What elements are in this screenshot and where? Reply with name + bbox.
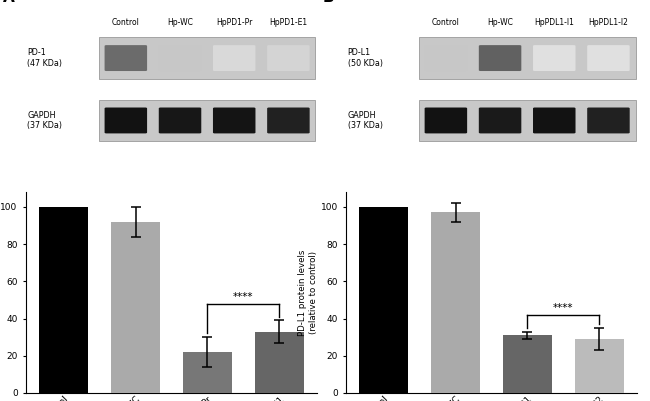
FancyBboxPatch shape <box>587 107 630 134</box>
Text: ****: **** <box>233 292 254 302</box>
FancyBboxPatch shape <box>159 107 202 134</box>
Text: HpPDL1-I1: HpPDL1-I1 <box>534 18 574 27</box>
Text: HpPD1-Pr: HpPD1-Pr <box>216 18 252 27</box>
FancyBboxPatch shape <box>424 45 467 71</box>
Text: HpPD1-E1: HpPD1-E1 <box>269 18 307 27</box>
FancyBboxPatch shape <box>213 107 255 134</box>
FancyBboxPatch shape <box>533 45 575 71</box>
FancyBboxPatch shape <box>479 107 521 134</box>
Bar <box>183 352 232 393</box>
Bar <box>99 100 315 141</box>
FancyBboxPatch shape <box>479 45 521 71</box>
Text: GAPDH
(37 KDa): GAPDH (37 KDa) <box>348 111 382 130</box>
Text: Hp-WC: Hp-WC <box>487 18 513 27</box>
Text: Control: Control <box>112 18 140 27</box>
Text: PD-1
(47 KDa): PD-1 (47 KDa) <box>27 49 62 68</box>
Bar <box>575 339 624 393</box>
FancyBboxPatch shape <box>105 107 147 134</box>
Text: PD-L1
(50 KDa): PD-L1 (50 KDa) <box>348 49 382 68</box>
Text: A: A <box>3 0 14 4</box>
Text: Control: Control <box>432 18 460 27</box>
Bar <box>99 37 315 79</box>
FancyBboxPatch shape <box>587 45 630 71</box>
Y-axis label: PD-L1 protein levels
(relative to control): PD-L1 protein levels (relative to contro… <box>298 249 318 336</box>
Text: Hp-WC: Hp-WC <box>167 18 193 27</box>
Bar <box>39 207 88 393</box>
FancyBboxPatch shape <box>424 107 467 134</box>
FancyBboxPatch shape <box>159 45 202 71</box>
FancyBboxPatch shape <box>533 107 575 134</box>
Bar <box>503 335 552 393</box>
FancyBboxPatch shape <box>105 45 147 71</box>
Bar <box>419 100 636 141</box>
Bar <box>111 222 160 393</box>
Bar <box>255 332 304 393</box>
FancyBboxPatch shape <box>267 107 309 134</box>
FancyBboxPatch shape <box>213 45 255 71</box>
Text: GAPDH
(37 KDa): GAPDH (37 KDa) <box>27 111 62 130</box>
FancyBboxPatch shape <box>267 45 309 71</box>
Text: B: B <box>323 0 334 4</box>
Text: ****: **** <box>553 303 574 313</box>
Text: HpPDL1-I2: HpPDL1-I2 <box>588 18 629 27</box>
Bar <box>419 37 636 79</box>
Bar <box>431 213 480 393</box>
Bar <box>359 207 408 393</box>
